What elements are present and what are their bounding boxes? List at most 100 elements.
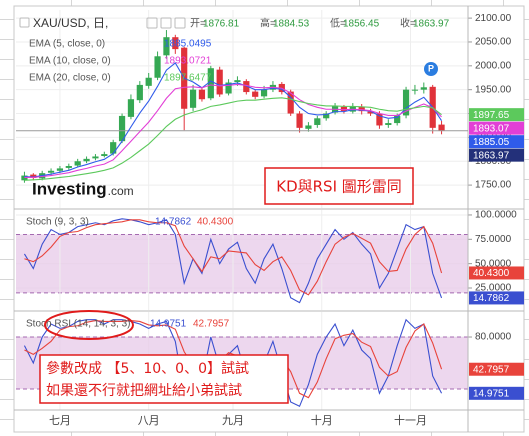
- candle-body: [385, 123, 392, 125]
- candle-body: [340, 106, 348, 112]
- note-summary: KD與RSI 圖形雷同: [276, 178, 402, 196]
- settings-icon[interactable]: [160, 17, 172, 29]
- note-advice: 如果還不行就把網址給小弟試試: [46, 383, 242, 399]
- plot-layer: XAU/USD, 日, 开=1876.81 高=1884.53 低=1856.45 收=…: [16, 16, 468, 408]
- chart-title: XAU/USD, 日,: [33, 16, 108, 30]
- candle-body: [411, 89, 419, 91]
- logo-suffix: .com: [108, 184, 134, 198]
- candle-body: [56, 168, 64, 171]
- y-tick-label: 1950.00: [475, 84, 512, 95]
- ohlc-label: 低=: [330, 17, 346, 30]
- candle-body: [234, 80, 241, 83]
- price-tag: [469, 266, 524, 280]
- series-line: [24, 62, 443, 178]
- candle-body: [118, 115, 126, 142]
- header-icons: [19, 17, 186, 29]
- candle-body: [110, 142, 117, 154]
- price-tag: [469, 121, 524, 135]
- indicator-value: 14.7862: [155, 217, 192, 228]
- y-tick-label: 25.0000: [475, 283, 512, 294]
- price-tag-label: 40.4300: [473, 268, 510, 279]
- ohlc-label: 收=: [400, 17, 416, 30]
- x-tick-label: 十一月: [394, 413, 427, 427]
- candle-body: [101, 154, 108, 156]
- series-line: [24, 219, 443, 296]
- candle-body: [323, 113, 330, 119]
- candle-body: [243, 81, 250, 93]
- series-line: [23, 318, 443, 408]
- price-tag-label: 1863.97: [473, 150, 510, 161]
- y-tick-label: 80.0000: [475, 332, 512, 343]
- highlight-ellipse: [44, 310, 134, 340]
- price-tag-label: 1885.05: [473, 137, 510, 148]
- y-tick-label: 75.0000: [475, 234, 512, 245]
- y-tick-label: 1750.00: [475, 180, 512, 191]
- candle-body: [207, 68, 214, 99]
- candle-body: [92, 156, 99, 159]
- candle-body: [198, 89, 206, 100]
- price-tag-label: 1893.07: [473, 123, 510, 134]
- price-tag: [469, 108, 524, 122]
- ohlc-value: 1876.81: [203, 19, 240, 30]
- candle-body: [252, 91, 259, 97]
- event-marker-label: P: [428, 63, 434, 73]
- y-tick-label: 2000.00: [475, 60, 512, 71]
- price-tag: [469, 291, 524, 305]
- indicator-value: 14.9751: [150, 319, 187, 330]
- candle-body: [47, 170, 55, 173]
- close-icon[interactable]: [174, 17, 186, 29]
- logo: Investing: [32, 179, 107, 198]
- indicator-value: 40.4300: [197, 217, 234, 228]
- price-tag-label: 14.7862: [473, 293, 510, 304]
- x-tick-label: 十月: [311, 413, 333, 427]
- candle-body: [367, 111, 374, 114]
- legend-value: 1885.0495: [164, 39, 212, 50]
- candle-body: [216, 69, 223, 95]
- candle-body: [74, 161, 81, 166]
- indicator-value: 42.7957: [193, 319, 230, 330]
- y-tick-label: 2100.00: [475, 13, 512, 24]
- ohlc-label: 高=: [260, 17, 276, 30]
- y-tick-label: 100.0000: [475, 210, 517, 221]
- visibility-icon[interactable]: [146, 17, 158, 29]
- candle-body: [225, 82, 232, 94]
- candle-body: [260, 89, 268, 97]
- price-tag: [469, 135, 524, 149]
- tag-layer: 1897.65 1893.07 1885.05 1863.97 40.4300 14.78…: [469, 108, 524, 400]
- candle-body: [189, 89, 197, 108]
- event-marker[interactable]: [424, 62, 438, 76]
- candle-body: [154, 56, 161, 78]
- price-tag-label: 1897.65: [473, 110, 510, 121]
- x-tick-label: 九月: [222, 414, 244, 427]
- candle-body: [394, 115, 401, 124]
- x-tick-label: 八月: [138, 415, 160, 427]
- ohlc-value: 1884.53: [273, 19, 310, 30]
- series-line: [24, 97, 442, 181]
- candle-body: [376, 113, 383, 126]
- candle-body: [127, 99, 135, 117]
- ohlc-value: 1856.45: [343, 19, 380, 30]
- legend-value: 1897.6477: [164, 73, 212, 84]
- note-advice: 參數改成 【5、10、0、0】試試: [46, 361, 249, 377]
- y-tick-label: 50.0000: [475, 258, 512, 269]
- candle-body: [83, 158, 90, 162]
- candle-body: [21, 175, 28, 181]
- collapse-icon[interactable]: [19, 17, 30, 28]
- indicator-title: Stoch (9, 3, 3): [26, 217, 89, 228]
- legend-entry: EMA (5, close, 0): [29, 39, 105, 50]
- candle-body: [420, 87, 427, 90]
- legend-value: 1893.0721: [164, 56, 212, 67]
- candle-body: [172, 37, 179, 50]
- series-line: [23, 218, 443, 304]
- candle-body: [305, 125, 312, 129]
- legend-entry: EMA (10, close, 0): [29, 56, 111, 67]
- candle-body: [296, 113, 303, 128]
- legend-entry: EMA (20, close, 0): [29, 73, 111, 84]
- candle-body: [402, 89, 410, 116]
- price-tag: [469, 386, 524, 400]
- candle-body: [438, 124, 445, 131]
- candle-body: [314, 118, 321, 125]
- ohlc-label: 开=: [190, 19, 206, 30]
